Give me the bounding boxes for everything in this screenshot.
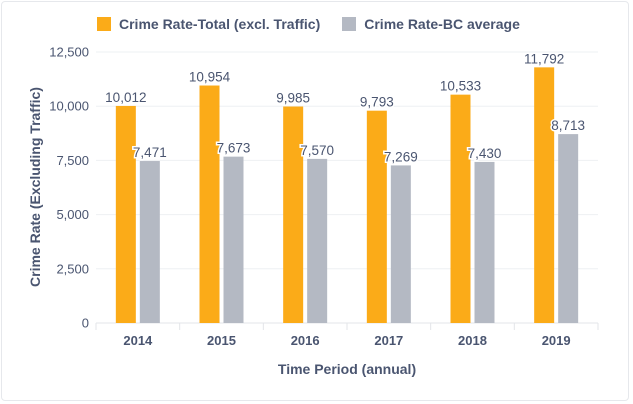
x-tick-label: 2017 [374, 333, 403, 348]
bar-total[interactable] [283, 106, 304, 323]
bar-bc-average[interactable] [307, 158, 328, 323]
bar-total[interactable] [450, 94, 471, 323]
data-label: 11,792 [524, 51, 564, 66]
y-tick-label: 2,500 [56, 261, 89, 276]
legend: Crime Rate-Total (excl. Traffic) Crime R… [97, 16, 542, 32]
legend-item-bc-average[interactable]: Crime Rate-BC average [342, 16, 520, 32]
legend-swatch-total [97, 17, 111, 31]
data-label: 7,471 [133, 145, 167, 160]
bar-total[interactable] [115, 105, 136, 323]
y-tick-label: 0 [82, 316, 89, 331]
bar-total[interactable] [199, 85, 220, 324]
y-tick-label: 7,500 [56, 153, 89, 168]
x-axis-title: Time Period (annual) [278, 361, 416, 377]
legend-swatch-bc-average [342, 17, 357, 31]
data-label: 8,713 [551, 118, 585, 133]
data-label: 7,673 [217, 141, 251, 156]
x-axis-ticks: 2014 2015 2016 2017 2018 2019 [95, 323, 599, 348]
bars [115, 67, 579, 324]
bar-bc-average[interactable] [390, 165, 411, 323]
legend-label-bc-average: Crime Rate-BC average [364, 16, 520, 32]
y-tick-label: 12,500 [49, 45, 89, 60]
x-tick-label: 2018 [458, 333, 487, 348]
x-tick-label: 2015 [207, 333, 236, 348]
data-label: 10,533 [440, 79, 481, 94]
x-tick-label: 2016 [291, 333, 320, 348]
legend-item-total[interactable]: Crime Rate-Total (excl. Traffic) [97, 16, 320, 32]
gridlines [96, 51, 598, 324]
data-label: 10,954 [189, 70, 231, 85]
y-axis-ticks: 0 2,500 5,000 7,500 10,000 12,500 [49, 45, 89, 331]
bar-total[interactable] [534, 67, 555, 323]
data-label: 9,793 [360, 95, 394, 110]
data-label: 9,985 [276, 91, 310, 106]
bar-bc-average[interactable] [223, 156, 244, 323]
data-label: 10,012 [105, 90, 146, 105]
data-label: 7,570 [300, 143, 334, 158]
bar-bc-average[interactable] [558, 134, 579, 323]
data-labels: 10,012 7,471 10,954 7,673 9,985 7,570 9,793 7,2… [104, 50, 587, 166]
y-axis-title: Crime Rate (Excluding Traffic) [27, 87, 43, 287]
y-tick-label: 10,000 [49, 99, 89, 114]
bar-total[interactable] [366, 110, 387, 323]
bar-bc-average[interactable] [474, 161, 495, 323]
x-tick-label: 2019 [542, 333, 571, 348]
y-tick-label: 5,000 [56, 207, 89, 222]
x-tick-label: 2014 [123, 333, 153, 348]
data-label: 7,430 [468, 146, 502, 161]
legend-label-total: Crime Rate-Total (excl. Traffic) [119, 16, 321, 32]
bar-bc-average[interactable] [139, 161, 160, 323]
data-label: 7,269 [384, 149, 418, 164]
